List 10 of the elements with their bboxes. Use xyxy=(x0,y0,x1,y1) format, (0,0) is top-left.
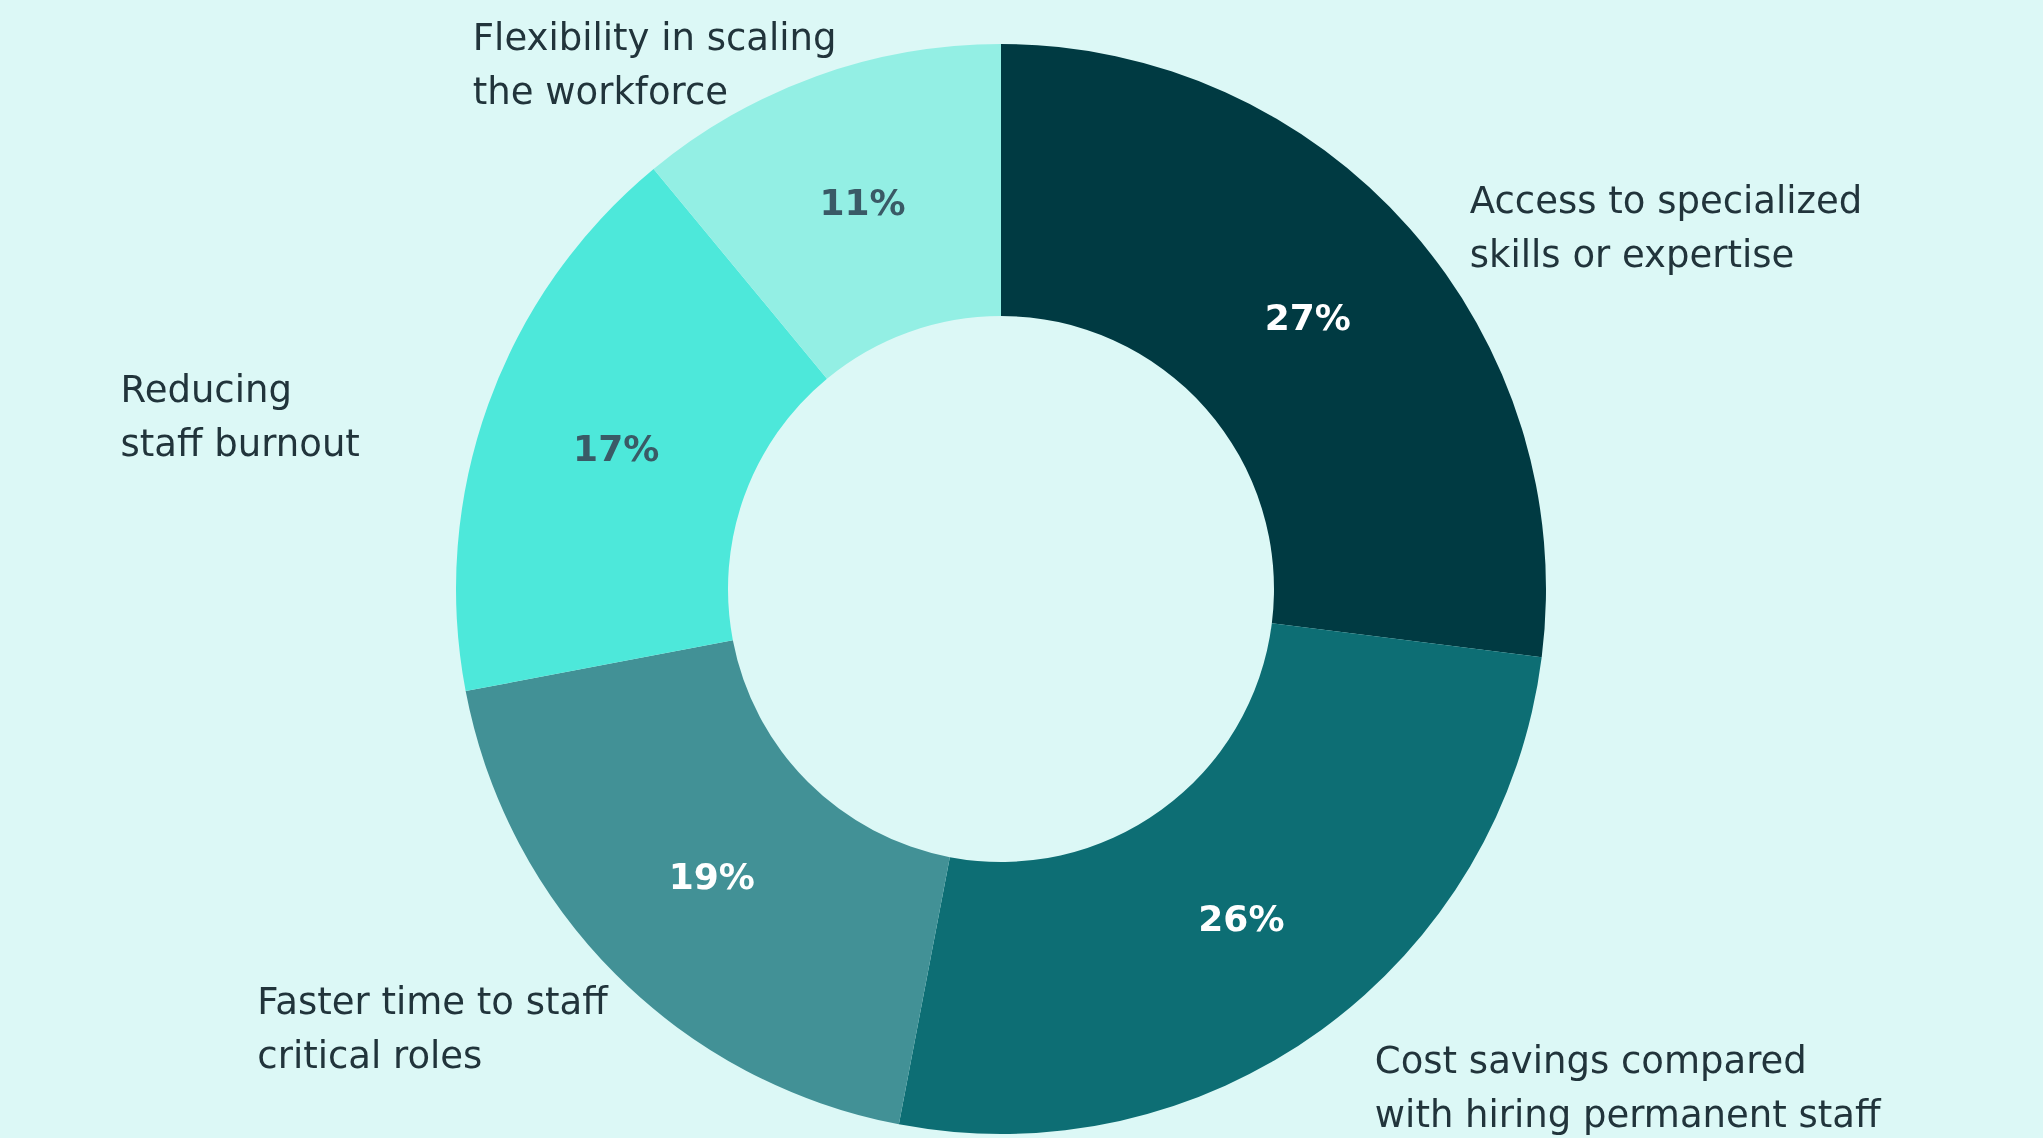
data-label: 11% xyxy=(819,182,906,224)
data-label: 27% xyxy=(1264,296,1351,338)
data-label: 17% xyxy=(573,428,660,470)
slice-label: Flexibility in scaling the workforce xyxy=(472,15,837,113)
data-label: 19% xyxy=(668,856,755,898)
data-label: 26% xyxy=(1198,897,1285,939)
slice-label: Reducing staff burnout xyxy=(120,367,360,465)
slice-label: Access to specialized skills or expertise xyxy=(1469,179,1863,277)
slice-label: Faster time to staff critical roles xyxy=(257,979,610,1077)
slice-label: Cost savings compared with hiring permanent staff xyxy=(1374,1039,1882,1137)
